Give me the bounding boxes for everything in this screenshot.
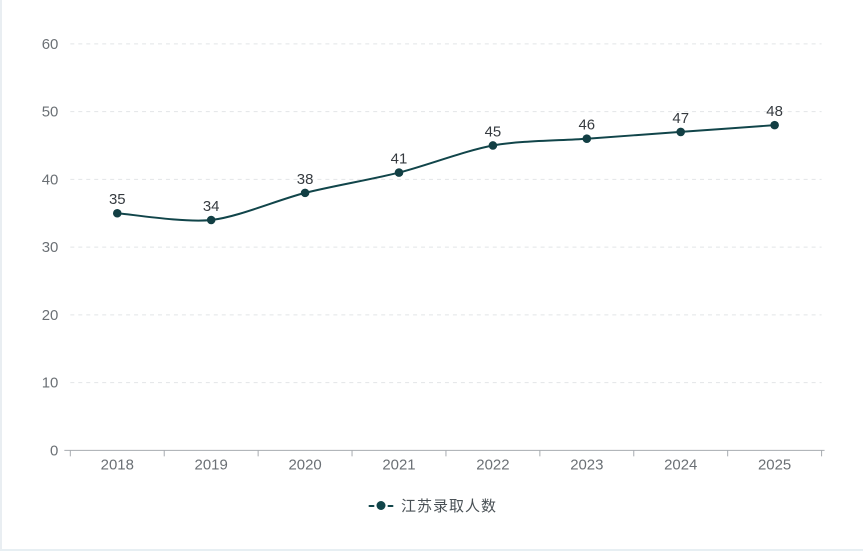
svg-text:10: 10 xyxy=(42,375,59,392)
svg-text:48: 48 xyxy=(766,103,783,120)
legend-label: 江苏录取人数 xyxy=(400,498,498,515)
legend-line-marker xyxy=(367,501,393,510)
svg-text:2018: 2018 xyxy=(101,456,134,473)
grid-lines xyxy=(70,43,822,384)
svg-text:2019: 2019 xyxy=(195,456,228,473)
data-points[interactable] xyxy=(112,120,779,225)
svg-text:41: 41 xyxy=(391,151,408,168)
data-point[interactable] xyxy=(488,141,498,150)
data-point[interactable] xyxy=(394,168,404,177)
legend-dash-right xyxy=(386,504,393,507)
svg-text:45: 45 xyxy=(485,124,502,141)
svg-text:34: 34 xyxy=(203,198,220,215)
svg-text:2020: 2020 xyxy=(288,456,321,473)
data-point[interactable] xyxy=(582,134,592,143)
x-axis xyxy=(64,449,825,457)
svg-text:2021: 2021 xyxy=(382,456,415,473)
svg-text:2024: 2024 xyxy=(664,456,697,473)
legend-dash-left xyxy=(367,504,374,507)
svg-text:46: 46 xyxy=(579,117,596,134)
legend-item[interactable]: 江苏录取人数 xyxy=(367,495,498,516)
svg-text:2023: 2023 xyxy=(570,456,603,473)
y-axis-labels: 0 10 20 30 40 50 60 xyxy=(42,36,59,460)
svg-text:2022: 2022 xyxy=(476,456,509,473)
data-point[interactable] xyxy=(300,188,310,198)
svg-text:35: 35 xyxy=(109,191,126,208)
svg-text:20: 20 xyxy=(42,307,59,324)
value-labels: 35 34 38 41 45 46 47 48 xyxy=(109,103,783,215)
data-point[interactable] xyxy=(676,127,686,137)
svg-text:2025: 2025 xyxy=(758,456,791,473)
x-axis-labels: 2018 2019 2020 2021 2022 2023 2024 2025 xyxy=(101,456,792,473)
svg-text:50: 50 xyxy=(42,104,59,121)
svg-text:0: 0 xyxy=(50,442,58,459)
svg-text:30: 30 xyxy=(42,239,59,256)
svg-text:38: 38 xyxy=(297,171,314,188)
legend-dot xyxy=(375,501,385,510)
data-point[interactable] xyxy=(112,208,122,218)
svg-text:47: 47 xyxy=(672,110,689,127)
series-line xyxy=(117,124,775,222)
svg-text:40: 40 xyxy=(42,171,59,188)
svg-text:60: 60 xyxy=(42,36,59,53)
data-point[interactable] xyxy=(206,215,216,225)
data-point[interactable] xyxy=(770,120,779,130)
